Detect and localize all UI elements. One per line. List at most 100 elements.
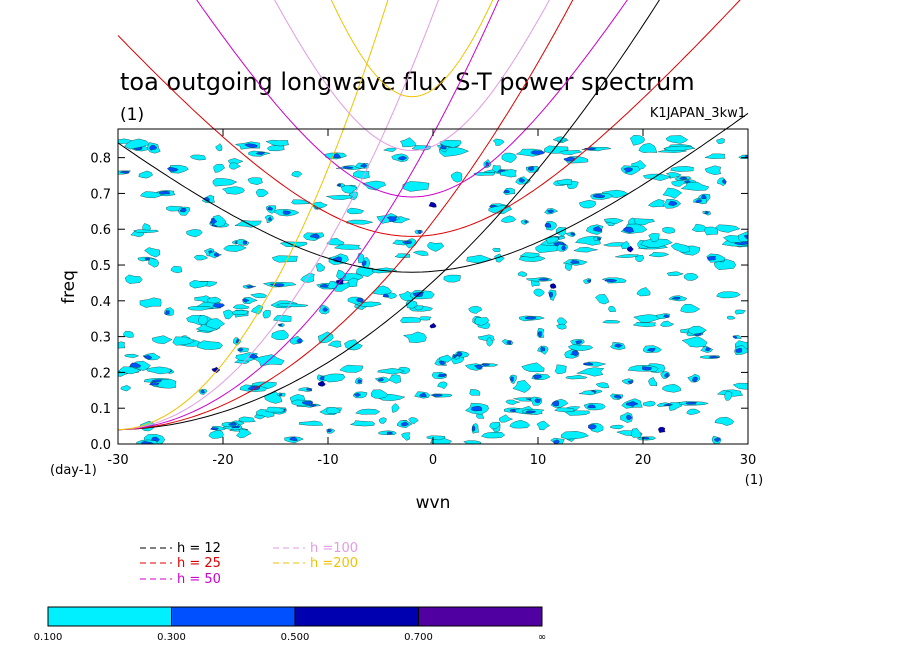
contour-patch — [402, 240, 412, 244]
contour-patch — [732, 382, 748, 390]
power-contours — [118, 135, 748, 444]
contour-patch — [633, 314, 661, 323]
contour-patch — [370, 389, 389, 399]
y-tick-label: 0.1 — [90, 402, 111, 417]
contour-patch — [250, 293, 267, 299]
contour-patch — [670, 166, 694, 172]
contour-patch — [500, 215, 517, 223]
contour-patch — [474, 316, 490, 326]
contour-patch — [704, 153, 726, 159]
contour-patch — [360, 163, 368, 168]
contour-patch — [237, 348, 244, 352]
contour-patch — [623, 226, 635, 233]
contour-patch — [232, 304, 250, 310]
contour-patch — [578, 199, 596, 209]
contour-patch — [714, 416, 734, 426]
contour-patch — [683, 273, 699, 281]
colorbar-segment — [294, 606, 419, 627]
contour-patch — [560, 431, 589, 440]
contour-patch — [506, 340, 512, 345]
ig-curve-h200 — [330, 0, 494, 98]
contour-patch — [573, 246, 598, 253]
contour-patch — [576, 367, 605, 377]
colorbar: 0.100 0.300 0.500 0.700 ∞ — [34, 606, 546, 643]
contour-patch — [737, 231, 748, 242]
contour-patch — [662, 226, 676, 234]
contour-patch — [377, 368, 405, 375]
contour-patch — [665, 135, 688, 144]
legend-label: h = 12 — [177, 541, 221, 556]
contour-patch — [593, 226, 602, 232]
contour-patch — [429, 322, 437, 329]
legend-label: h =100 — [310, 541, 358, 556]
contour-patch — [383, 147, 397, 152]
contour-patch — [570, 260, 580, 264]
contour-patch — [289, 436, 298, 441]
contour-patch — [326, 237, 345, 246]
contour-patch — [604, 279, 618, 283]
contour-patch — [627, 380, 634, 384]
contour-patch — [716, 138, 725, 144]
kelvin-curve-h25 — [117, 0, 574, 431]
contour-patch — [353, 170, 370, 179]
contour-patch — [336, 269, 346, 280]
contour-patch — [623, 167, 633, 173]
contour-patch — [150, 379, 164, 383]
contour-patch — [660, 320, 675, 327]
contour-patch — [708, 355, 721, 359]
contour-patch — [138, 170, 153, 179]
contour-patch — [256, 151, 265, 155]
contour-patch — [626, 401, 639, 407]
contour-patch — [595, 294, 610, 305]
contour-patch — [663, 403, 673, 407]
contour-patch — [255, 188, 269, 197]
contour-patch — [148, 257, 159, 268]
contour-patch — [118, 341, 126, 349]
contour-patch — [337, 183, 342, 187]
contour-patch — [477, 334, 495, 341]
contour-patch — [604, 218, 624, 225]
colorbar-label: 0.300 — [157, 632, 186, 643]
contour-patch — [521, 362, 545, 373]
contour-patch — [494, 253, 505, 263]
contour-patch — [704, 347, 711, 352]
contour-patch — [400, 421, 409, 427]
x-tick-label: 20 — [635, 453, 652, 468]
contour-patch — [583, 362, 594, 366]
contour-patch — [556, 178, 573, 185]
contour-patch — [222, 186, 245, 195]
contour-patch — [500, 169, 517, 178]
contour-patch — [426, 435, 446, 441]
contour-patch — [503, 189, 510, 194]
contour-patch — [306, 388, 313, 391]
contour-patch — [344, 339, 363, 351]
x-tick-label: 30 — [740, 453, 757, 468]
contour-patch — [211, 366, 221, 374]
contour-patch — [267, 206, 273, 211]
contour-patch — [510, 376, 514, 382]
y-tick-label: 0.3 — [90, 331, 111, 346]
contour-patch — [713, 259, 736, 270]
contour-patch — [200, 389, 205, 394]
contour-patch — [262, 310, 271, 319]
contour-patch — [468, 305, 482, 314]
contour-patch — [615, 254, 639, 258]
contour-patch — [120, 171, 130, 174]
contour-patch — [382, 293, 389, 298]
contour-patch — [668, 402, 683, 411]
x-tick-label: -20 — [212, 453, 233, 468]
contour-patch — [734, 309, 746, 315]
contour-patch — [342, 166, 354, 169]
contour-patch — [714, 437, 721, 443]
contour-patch — [670, 242, 690, 253]
y-axis: 0.0 0.1 0.2 0.3 0.4 0.5 0.6 0.7 0.8 — [90, 152, 748, 453]
contour-patch — [561, 245, 567, 251]
contour-patch — [575, 340, 583, 345]
contour-patch — [278, 324, 283, 327]
contour-patch — [139, 297, 162, 308]
ig-curve-h100 — [274, 0, 550, 152]
contour-patch — [632, 322, 656, 328]
contour-patch — [215, 143, 223, 152]
contour-patch — [727, 315, 736, 320]
